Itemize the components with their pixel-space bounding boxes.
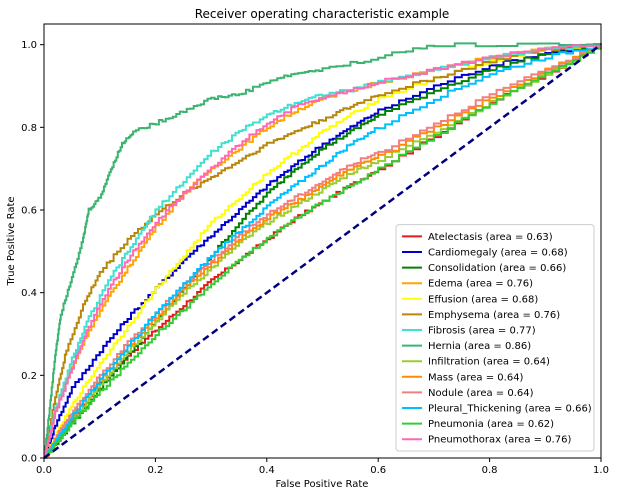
chance-diagonal-line (43, 43, 602, 460)
y-axis-title: True Positive Rate (6, 196, 17, 286)
x-tick-label: 0.6 (370, 465, 386, 476)
legend-entry: Effusion (area = 0.68) (428, 294, 538, 305)
legend: Atelectasis (area = 0.63) Cardiomegaly (a… (395, 224, 595, 452)
legend-box (395, 224, 595, 452)
legend-entry: Nodule (area = 0.64) (428, 388, 534, 399)
legend-entry: Fibrosis (area = 0.77) (428, 326, 536, 337)
roc-line-emphysema (44, 43, 602, 459)
y-tick-label: 0.2 (21, 371, 37, 382)
roc-line-hernia (43, 42, 602, 459)
series-layer (43, 42, 602, 460)
y-tick-label: 0.8 (21, 123, 37, 134)
legend-entry: Hernia (area = 0.86) (428, 341, 531, 352)
roc-line-cardiomegaly (44, 44, 602, 459)
y-tick-label: 0.0 (21, 454, 37, 465)
x-tick-label: 0.8 (482, 465, 498, 476)
axes-layer: 0.0 0.2 0.4 0.6 0.8 1.0 0.0 0.2 0.4 0.6 0.8 1.0 (21, 23, 609, 476)
legend-entry: Edema (area = 0.76) (428, 279, 533, 290)
legend-entry: Pneumothorax (area = 0.76) (428, 435, 571, 446)
y-tick-label: 0.6 (21, 206, 37, 217)
chart-title: Receiver operating characteristic exampl… (195, 7, 450, 21)
y-tick-label: 0.4 (21, 288, 37, 299)
plot-frame (43, 23, 602, 459)
roc-line-pneumothorax (44, 44, 602, 459)
roc-line-nodule (44, 44, 602, 459)
legend-entry: Infiltration (area = 0.64) (428, 357, 550, 368)
roc-line-pleural-thickening (44, 44, 602, 459)
legend-entry: Pneumonia (area = 0.62) (428, 419, 554, 430)
x-tick-label: 1.0 (593, 465, 609, 476)
legend-entry: Atelectasis (area = 0.63) (428, 232, 553, 243)
x-tick-label: 0.0 (36, 465, 52, 476)
roc-line-fibrosis (44, 44, 602, 459)
legend-entry: Consolidation (area = 0.66) (428, 263, 566, 274)
y-tick-label: 1.0 (21, 40, 37, 51)
x-tick-label: 0.2 (147, 465, 163, 476)
legend-entry: Mass (area = 0.64) (428, 372, 524, 383)
legend-entry: Emphysema (area = 0.76) (428, 310, 560, 321)
x-axis-title: False Positive Rate (276, 479, 369, 490)
x-tick-label: 0.4 (259, 465, 275, 476)
legend-entry: Pleural_Thickening (area = 0.66) (428, 404, 592, 415)
roc-line-pneumonia (44, 44, 602, 459)
legend-entry: Cardiomegaly (area = 0.68) (428, 248, 568, 259)
